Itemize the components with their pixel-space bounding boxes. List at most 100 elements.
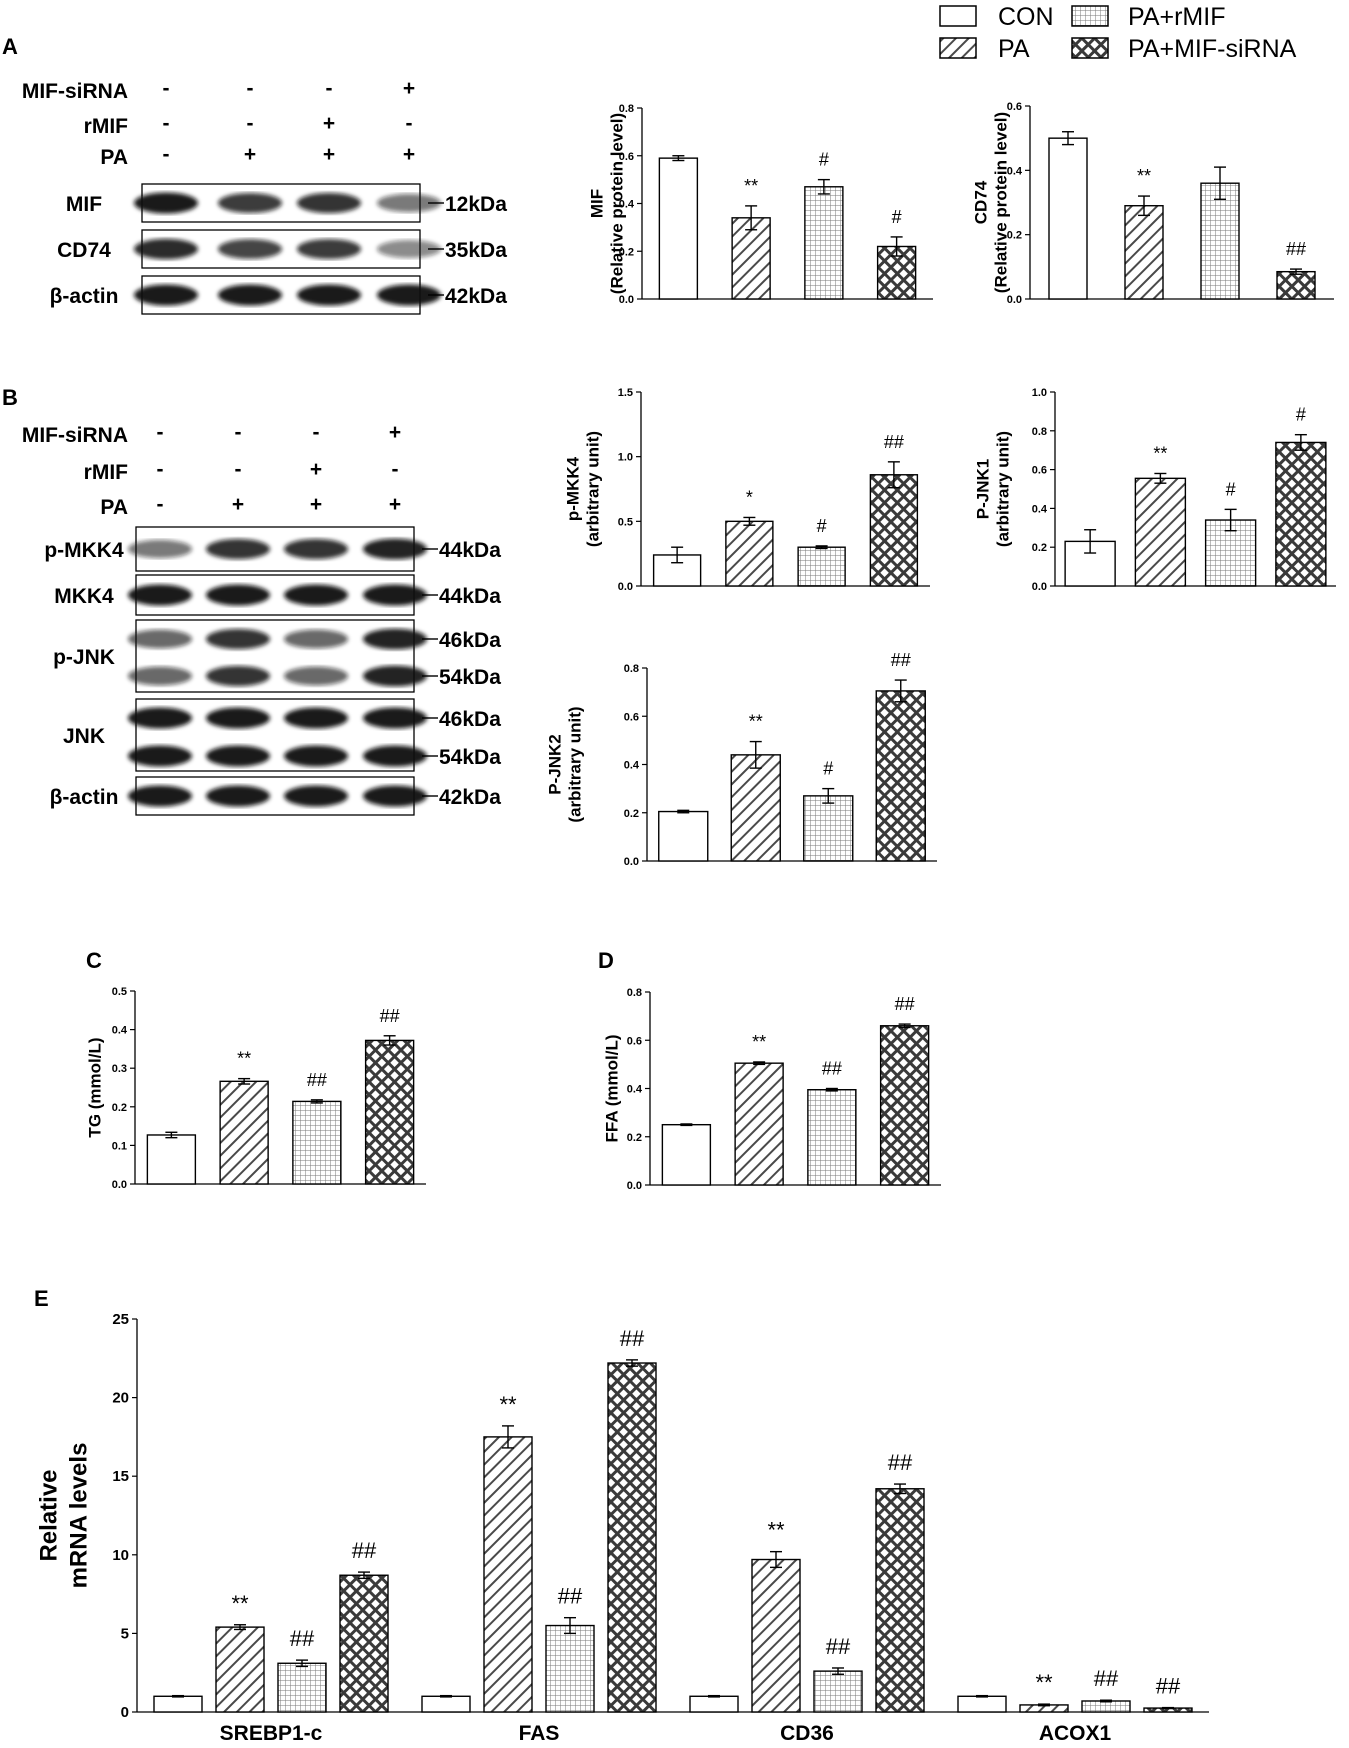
kda-label: 54kDa <box>439 746 501 769</box>
treatment-sign: - <box>235 421 242 444</box>
treatment-label-rmif: rMIF <box>84 461 129 484</box>
y-tick-label: 25 <box>112 1311 129 1328</box>
kda-label: 46kDa <box>439 629 501 652</box>
treatment-sign: + <box>389 421 401 444</box>
y-tick-label: 0.0 <box>624 856 639 868</box>
bar-con <box>661 1123 712 1186</box>
bar-srebp1-c-con <box>153 1695 203 1713</box>
chart-pjnk2: 0.0 0.2 0.4 0.6 0.8 P-JNK2 (arbitrary unit) ** #… <box>545 650 937 868</box>
band-label-actin: β-actin <box>50 786 119 809</box>
treatment-sign: + <box>403 77 415 100</box>
chart-ffa: 0.0 0.2 0.4 0.6 0.8 FFA (mmol/L) ** ## ## <box>602 987 941 1192</box>
chart-mrna: 0 5 10 15 20 25 Relative mRNA levels ** ## ## SREBP… <box>35 1311 1209 1745</box>
blot-band <box>284 538 348 560</box>
x-category-label: FAS <box>519 1722 560 1745</box>
panel-label-b: B <box>2 385 18 410</box>
panel-label-a: A <box>2 34 18 59</box>
y-tick-label: 0.0 <box>1007 294 1022 306</box>
y-tick-label: 0.8 <box>627 987 642 999</box>
y-tick-label: 0.2 <box>627 1132 642 1144</box>
bar-pa <box>725 520 774 587</box>
legend-swatch-pa <box>939 37 977 59</box>
treatment-sign: - <box>157 458 164 481</box>
bar-pa-rmif <box>804 186 844 300</box>
y-tick-label: 10 <box>112 1547 129 1564</box>
y-tick-label: 1.0 <box>1032 387 1047 399</box>
bar-pa-rmif <box>807 1089 857 1186</box>
treatment-sign: - <box>313 421 320 444</box>
y-tick-label: 15 <box>112 1468 129 1485</box>
bar-pa-mif-sirna <box>879 1025 930 1186</box>
blot-band <box>128 785 192 807</box>
treatment-sign: + <box>232 493 244 516</box>
legend: CON PA+rMIF PA PA+MIF-siRNA <box>939 3 1297 63</box>
blot-band <box>363 628 427 650</box>
bar-pa-mif-sirna <box>364 1039 415 1185</box>
treatment-sign: - <box>163 77 170 100</box>
significance-mark: # <box>1296 405 1306 425</box>
bar-pa-rmif <box>803 795 854 862</box>
treatment-sign: - <box>157 421 164 444</box>
kda-label: 44kDa <box>439 585 501 608</box>
x-category-label: ACOX1 <box>1039 1722 1112 1745</box>
treatment-sign: - <box>163 112 170 135</box>
legend-label-con: CON <box>998 3 1054 31</box>
y-tick-label: 0.0 <box>618 581 633 593</box>
y-axis-label: P-JNK1 <box>973 459 992 519</box>
significance-mark: ## <box>1156 1674 1181 1699</box>
y-axis-label: P-JNK2 <box>545 734 564 794</box>
significance-mark: ## <box>822 1059 842 1079</box>
y-axis-label: FFA (mmol/L) <box>602 1035 621 1143</box>
blot-band <box>134 192 198 214</box>
significance-mark: # <box>817 516 827 536</box>
y-tick-label: 1.0 <box>618 452 633 464</box>
treatment-sign: + <box>244 143 256 166</box>
y-tick-label: 0.8 <box>624 663 639 675</box>
significance-mark: ## <box>884 432 904 452</box>
bar-cd36-pa-rmif <box>813 1670 863 1713</box>
y-tick-label: 0.0 <box>1032 581 1047 593</box>
y-tick-label: 0.1 <box>112 1140 127 1152</box>
bar-srebp1-c-pa-rmif <box>277 1662 327 1713</box>
y-tick-label: 0.2 <box>619 246 634 258</box>
legend-label-pa: PA <box>998 35 1030 63</box>
y-tick-label: 0.4 <box>1032 503 1048 515</box>
treatment-sign: - <box>235 458 242 481</box>
bar-con <box>1048 137 1088 300</box>
y-tick-label: 0.4 <box>627 1084 643 1096</box>
blot-band <box>363 785 427 807</box>
significance-mark: ** <box>1035 1670 1053 1695</box>
kda-label: 44kDa <box>439 539 501 562</box>
significance-mark: ## <box>620 1326 645 1351</box>
bar-pa <box>1124 205 1164 300</box>
y-tick-label: 0.6 <box>627 1035 642 1047</box>
y-tick-label: 0.0 <box>627 1180 642 1192</box>
significance-mark: ** <box>749 712 763 732</box>
y-tick-label: 0.8 <box>619 103 634 115</box>
blot-band <box>218 193 282 213</box>
treatment-sign: + <box>403 143 415 166</box>
significance-mark: # <box>1226 479 1236 499</box>
bar-pa-rmif <box>292 1100 342 1185</box>
blot-band <box>284 745 348 767</box>
significance-mark: * <box>746 487 753 507</box>
bar-fas-pa-rmif <box>545 1624 595 1713</box>
y-tick-label: 0.6 <box>1007 101 1022 113</box>
blot-band <box>128 539 192 559</box>
blot-band <box>363 584 427 606</box>
bar-con <box>658 810 709 862</box>
kda-label: 42kDa <box>445 285 507 308</box>
treatment-sign: - <box>247 112 254 135</box>
blot-band <box>363 745 427 767</box>
bar-srebp1-c-pa-mif-sirna <box>339 1574 389 1713</box>
y-tick-label: 0.6 <box>1032 465 1047 477</box>
blot-band <box>284 785 348 807</box>
bar-pa <box>1134 477 1187 587</box>
chart-cd74: 0.0 0.2 0.4 0.6 CD74 (Relative protein level)… <box>971 101 1334 306</box>
bar-pa <box>734 1062 784 1186</box>
y-tick-label: 0.4 <box>1007 165 1023 177</box>
blot-band <box>363 707 427 729</box>
treatment-sign: + <box>310 458 322 481</box>
treatment-label-mif-sirna: MIF-siRNA <box>22 424 128 447</box>
kda-label: 42kDa <box>439 786 501 809</box>
